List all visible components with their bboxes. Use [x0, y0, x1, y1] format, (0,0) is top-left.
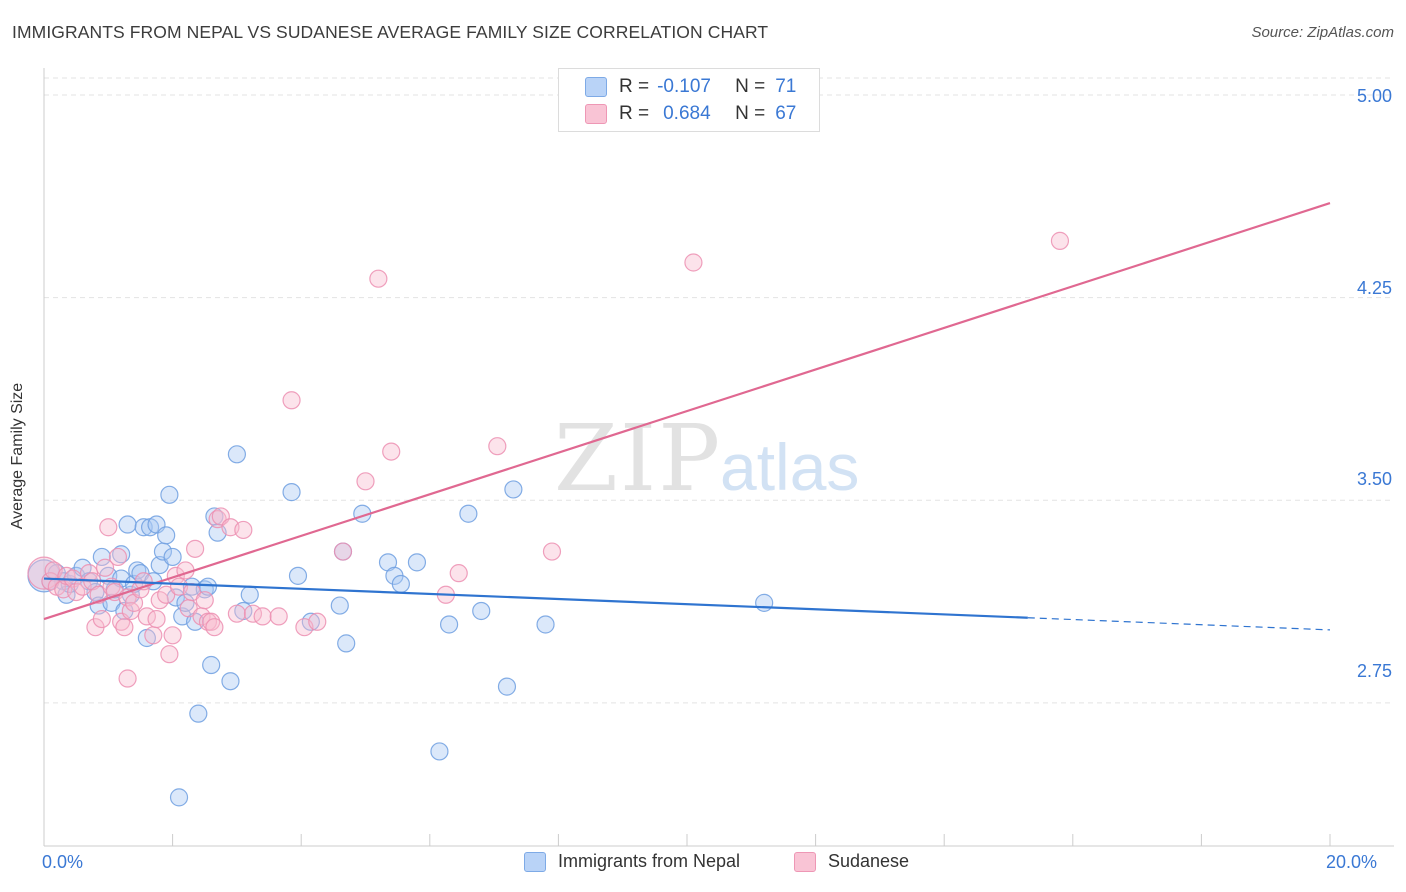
nepal-point	[176, 593, 195, 612]
sudanese-point	[147, 609, 166, 629]
sudanese-point	[118, 669, 137, 688]
sudanese-point	[308, 612, 327, 631]
x-tick-label-max: 20.0%	[1326, 852, 1378, 872]
sudanese-r-label: R =	[619, 103, 650, 124]
nepal-point	[407, 553, 427, 572]
bottom-sudanese-swatch	[794, 851, 816, 872]
sudanese-point	[163, 626, 182, 645]
nepal-point	[288, 566, 308, 585]
sudanese-point	[92, 609, 111, 629]
legend-row-nepal: R = -0.107 N = 71	[585, 74, 796, 100]
bottom-nepal-swatch	[524, 851, 546, 872]
sudanese-point	[227, 604, 246, 623]
nepal-point	[221, 672, 240, 691]
nepal-point	[504, 480, 523, 499]
sudanese-point	[99, 518, 118, 537]
nepal-point	[439, 615, 459, 634]
nepal-point	[92, 547, 111, 567]
nepal-point	[169, 788, 189, 807]
sudanese-point	[282, 391, 301, 410]
sudanese-point	[369, 269, 388, 288]
sudanese-point	[195, 591, 214, 610]
y-tick-label-2-75: 2.75	[1356, 661, 1392, 681]
sudanese-trend-line	[43, 202, 1331, 621]
nepal-point	[755, 593, 774, 612]
nepal-point	[118, 515, 137, 534]
bottom-legend-sudanese: Sudanese	[794, 851, 909, 872]
bottom-legend-nepal: Immigrants from Nepal	[524, 851, 740, 872]
watermark-zip: ZIP	[554, 405, 722, 512]
nepal-point	[112, 545, 131, 564]
sudanese-point	[27, 556, 61, 590]
y-tick-label-3-50: 3.50	[1356, 469, 1392, 489]
sudanese-swatch	[585, 104, 607, 124]
nepal-n-label: N =	[735, 76, 766, 97]
nepal-point	[430, 742, 449, 761]
nepal-point	[163, 547, 182, 567]
sudanese-n-value: 67	[775, 103, 797, 124]
nepal-point	[202, 655, 221, 675]
sudanese-point	[205, 618, 224, 637]
sudanese-r-value: 0.684	[663, 103, 711, 124]
nepal-point	[198, 577, 218, 596]
sudanese-point	[382, 442, 401, 461]
nepal-r-value: -0.107	[657, 76, 711, 97]
nepal-trend-extension	[1027, 617, 1331, 631]
sudanese-point	[449, 564, 468, 583]
sudanese-point	[208, 510, 227, 529]
sudanese-point	[253, 607, 272, 626]
chart-source: Source: ZipAtlas.com	[1251, 24, 1394, 41]
sudanese-point	[234, 520, 253, 540]
sudanese-point	[1050, 231, 1070, 250]
y-tick-label-5-00: 5.00	[1356, 86, 1392, 106]
sudanese-n-label: N =	[735, 103, 766, 124]
nepal-point	[150, 555, 169, 575]
nepal-point	[337, 634, 356, 653]
sudanese-point	[356, 472, 375, 491]
sudanese-point	[108, 547, 128, 567]
nepal-point	[157, 526, 176, 545]
sudanese-point	[186, 539, 205, 558]
y-tick-label-4-25: 4.25	[1356, 278, 1392, 298]
nepal-n-value: 71	[775, 76, 797, 97]
nepal-swatch	[585, 77, 607, 97]
sudanese-point	[115, 618, 134, 637]
nepal-r-label: R =	[619, 76, 650, 97]
nepal-point	[472, 601, 491, 621]
sudanese-point	[684, 253, 703, 272]
nepal-point	[227, 445, 246, 464]
nepal-point	[497, 677, 517, 696]
sudanese-point	[144, 626, 163, 645]
watermark-atlas: atlas	[720, 430, 859, 504]
bottom-sudanese-label: Sudanese	[828, 851, 910, 871]
sudanese-point	[202, 612, 221, 631]
sudanese-point	[157, 585, 176, 604]
sudanese-point	[95, 558, 115, 577]
correlation-legend: R = -0.107 N = 71 R = 0.684 N = 67	[558, 68, 820, 132]
sudanese-point	[269, 607, 288, 626]
nepal-point	[240, 585, 259, 604]
bottom-nepal-label: Immigrants from Nepal	[558, 851, 741, 871]
nepal-point	[160, 485, 179, 504]
nepal-point	[459, 504, 478, 523]
legend-row-sudanese: R = 0.684 N = 67	[585, 101, 796, 127]
chart-title: IMMIGRANTS FROM NEPAL VS SUDANESE AVERAG…	[12, 22, 769, 42]
nepal-point	[189, 704, 208, 723]
nepal-point	[330, 596, 349, 615]
nepal-trend-line	[43, 577, 1028, 619]
sudanese-point	[160, 645, 179, 664]
nepal-point	[128, 561, 147, 580]
sudanese-point	[333, 542, 353, 561]
sudanese-point	[488, 437, 507, 456]
nepal-point	[282, 483, 301, 502]
nepal-point	[391, 574, 410, 594]
x-tick-label-min: 0.0%	[42, 852, 84, 872]
y-axis-label: Average Family Size	[9, 382, 26, 530]
nepal-point	[536, 615, 555, 634]
sudanese-point	[542, 542, 562, 561]
